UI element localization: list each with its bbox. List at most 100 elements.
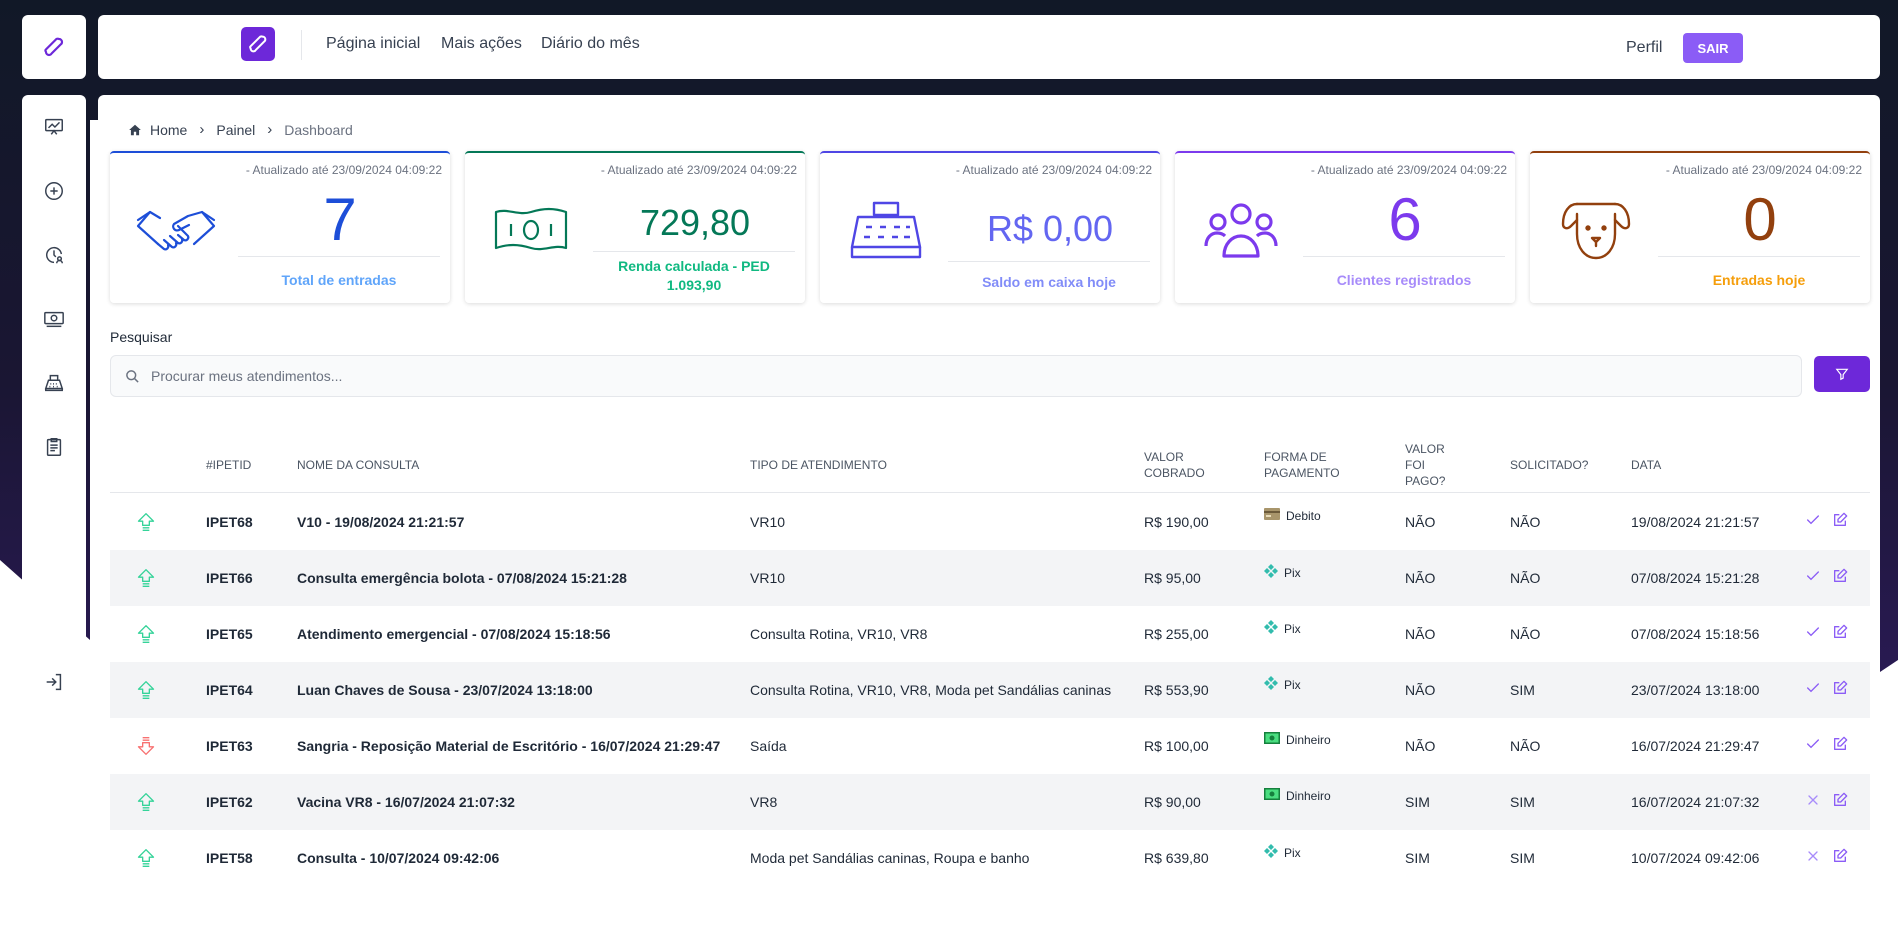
edit-icon[interactable] bbox=[1832, 512, 1848, 528]
topbar: Página inicial Mais ações Diário do mês … bbox=[98, 15, 1880, 79]
sidebar-item-logout[interactable] bbox=[40, 668, 68, 696]
col-value[interactable]: VALOR COBRADO bbox=[1144, 449, 1205, 481]
payment-label: Debito bbox=[1286, 508, 1321, 523]
cell-payment: Dinheiro bbox=[1264, 788, 1331, 803]
table-row[interactable]: IPET65 Atendimento emergencial - 07/08/20… bbox=[110, 606, 1870, 662]
arrow-down-icon bbox=[136, 736, 156, 756]
cash-register-icon bbox=[44, 374, 64, 392]
sidebar-item-history[interactable] bbox=[40, 241, 68, 269]
logout-icon bbox=[46, 673, 62, 691]
cell-name: Atendimento emergencial - 07/08/2024 15:… bbox=[297, 626, 611, 642]
col-name[interactable]: NOME DA CONSULTA bbox=[297, 458, 420, 472]
col-paid-line: PAGO? bbox=[1405, 474, 1446, 488]
breadcrumb-panel[interactable]: Painel bbox=[216, 121, 256, 138]
check-icon[interactable] bbox=[1805, 568, 1821, 584]
chart-icon bbox=[45, 118, 63, 135]
card-total-entries: - Atualizado até 23/09/2024 04:09:22 7 T… bbox=[110, 151, 450, 303]
cell-id: IPET66 bbox=[206, 570, 253, 586]
pix-icon bbox=[1264, 676, 1278, 693]
cell-id: IPET63 bbox=[206, 738, 253, 754]
cell-requested: SIM bbox=[1510, 794, 1535, 810]
card-label: Saldo em caixa hoje bbox=[982, 274, 1116, 290]
sidebar-item-cashier[interactable] bbox=[40, 369, 68, 397]
cell-type: Moda pet Sandálias caninas, Roupa e banh… bbox=[750, 850, 1030, 866]
table-row[interactable]: IPET58 Consulta - 10/07/2024 09:42:06 Moda… bbox=[110, 830, 1870, 886]
logout-button[interactable]: SAIR bbox=[1683, 33, 1743, 63]
cell-requested: SIM bbox=[1510, 682, 1535, 698]
card-divider bbox=[238, 256, 440, 257]
cell-paid: NÃO bbox=[1405, 738, 1436, 754]
card-registered-clients: - Atualizado até 23/09/2024 04:09:22 6 C… bbox=[1175, 151, 1515, 303]
profile-link[interactable]: Perfil bbox=[1626, 39, 1663, 56]
card-value: 729,80 bbox=[639, 202, 751, 243]
cell-date: 10/07/2024 09:42:06 bbox=[1631, 850, 1760, 866]
col-value-line: VALOR bbox=[1144, 450, 1184, 464]
search-input[interactable] bbox=[151, 356, 1791, 396]
pix-icon bbox=[1264, 844, 1278, 861]
cell-payment: Pix bbox=[1264, 844, 1301, 861]
table-row[interactable]: IPET68 V10 - 19/08/2024 21:21:57 VR10 R$ 19… bbox=[110, 494, 1870, 550]
nav-home[interactable]: Página inicial bbox=[326, 35, 421, 52]
cell-id: IPET62 bbox=[206, 794, 253, 810]
sidebar-item-add[interactable] bbox=[40, 177, 68, 205]
pix-icon bbox=[1264, 620, 1278, 637]
handshake-icon bbox=[136, 195, 216, 265]
cell-requested: NÃO bbox=[1510, 514, 1541, 530]
table-row[interactable]: IPET66 Consulta emergência bolota - 07/08… bbox=[110, 550, 1870, 606]
card-divider bbox=[593, 251, 795, 252]
brand-logo[interactable] bbox=[241, 27, 275, 61]
edit-icon[interactable] bbox=[1832, 624, 1848, 640]
cell-type: VR8 bbox=[750, 794, 778, 810]
card-calculated-income: - Atualizado até 23/09/2024 04:09:22 729… bbox=[465, 151, 805, 303]
col-id[interactable]: #IPETID bbox=[206, 458, 252, 472]
edit-icon[interactable] bbox=[1832, 792, 1848, 808]
nav-monthly-journal[interactable]: Diário do mês bbox=[541, 35, 640, 52]
col-paid-line: FOI bbox=[1405, 458, 1425, 472]
edit-icon[interactable] bbox=[1832, 680, 1848, 696]
sidebar-item-dashboard[interactable] bbox=[40, 113, 68, 141]
arrow-up-icon bbox=[136, 848, 156, 868]
check-icon[interactable] bbox=[1805, 736, 1821, 752]
col-value-line: COBRADO bbox=[1144, 466, 1205, 480]
sidebar-item-reports[interactable] bbox=[40, 433, 68, 461]
edit-icon[interactable] bbox=[1832, 736, 1848, 752]
cell-id: IPET65 bbox=[206, 626, 253, 642]
check-icon[interactable] bbox=[1805, 624, 1821, 640]
table-row[interactable]: IPET62 Vacina VR8 - 16/07/2024 21:07:32 VR… bbox=[110, 774, 1870, 830]
payment-label: Pix bbox=[1284, 677, 1301, 692]
cell-requested: NÃO bbox=[1510, 570, 1541, 586]
close-icon[interactable] bbox=[1805, 848, 1821, 864]
nav-more-actions[interactable]: Mais ações bbox=[441, 35, 522, 52]
col-payment[interactable]: FORMA DE PAGAMENTO bbox=[1264, 449, 1340, 481]
check-icon[interactable] bbox=[1805, 512, 1821, 528]
bone-icon bbox=[44, 37, 64, 57]
chevron-right-icon: › bbox=[267, 121, 273, 138]
filter-button[interactable] bbox=[1814, 356, 1870, 392]
cell-requested: NÃO bbox=[1510, 738, 1541, 754]
edit-icon[interactable] bbox=[1832, 568, 1848, 584]
col-type[interactable]: TIPO DE ATENDIMENTO bbox=[750, 458, 887, 472]
cell-paid: NÃO bbox=[1405, 626, 1436, 642]
cell-payment: Pix bbox=[1264, 620, 1301, 637]
sidebar-logo[interactable] bbox=[22, 15, 86, 79]
col-requested[interactable]: SOLICITADO? bbox=[1510, 458, 1589, 472]
edit-icon[interactable] bbox=[1832, 848, 1848, 864]
cell-type: Saída bbox=[750, 738, 787, 754]
breadcrumb-home[interactable]: Home bbox=[150, 121, 188, 138]
col-paid[interactable]: VALOR FOI PAGO? bbox=[1405, 441, 1445, 489]
dog-icon bbox=[1556, 195, 1636, 265]
sidebar-item-finance[interactable] bbox=[40, 305, 68, 333]
check-icon[interactable] bbox=[1805, 680, 1821, 696]
cell-paid: SIM bbox=[1405, 850, 1430, 866]
cell-type: Consulta Rotina, VR10, VR8, Moda pet San… bbox=[750, 682, 1112, 698]
cell-date: 16/07/2024 21:29:47 bbox=[1631, 738, 1760, 754]
breadcrumb-dashboard: Dashboard bbox=[284, 121, 353, 138]
table-row[interactable]: IPET64 Luan Chaves de Sousa - 23/07/2024 … bbox=[110, 662, 1870, 718]
cell-paid: SIM bbox=[1405, 794, 1430, 810]
cell-value: R$ 190,00 bbox=[1144, 514, 1209, 530]
close-icon[interactable] bbox=[1805, 792, 1821, 808]
table-row[interactable]: IPET63 Sangria - Reposição Material de Es… bbox=[110, 718, 1870, 774]
cash-icon bbox=[1264, 788, 1280, 803]
card-label: Total de entradas bbox=[281, 272, 397, 288]
col-date[interactable]: DATA bbox=[1631, 458, 1662, 472]
